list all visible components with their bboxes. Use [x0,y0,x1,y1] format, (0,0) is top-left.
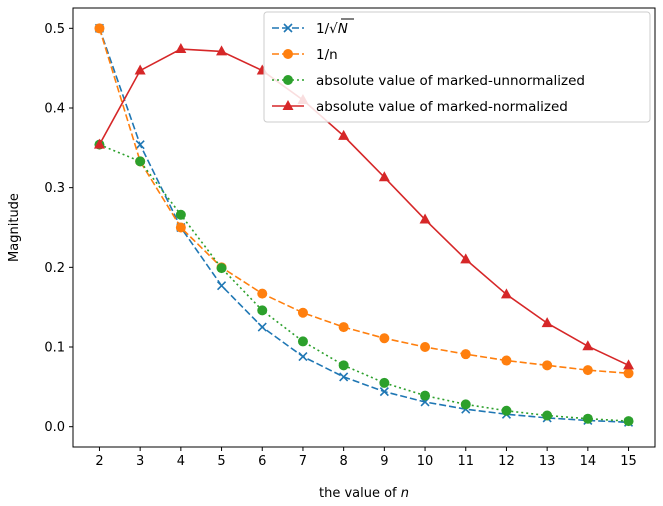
y-tick-label: 0.5 [44,22,65,37]
y-axis-ticks: 0.0 0.1 0.2 0.3 0.4 0.5 [44,22,73,435]
x-tick-label: 10 [417,454,434,469]
data-point-marker [135,156,145,166]
x-tick-label: 6 [258,454,266,469]
x-tick-label: 15 [620,454,637,469]
x-tick-label: 11 [457,454,474,469]
legend: 1/√N 1/n absolute value of marked-unnormal… [264,12,650,122]
data-point-marker [283,75,293,85]
data-point-marker [461,349,471,359]
data-point-marker [258,323,266,331]
data-point-marker [501,356,511,366]
data-point-marker [583,414,593,424]
series-3 [94,140,633,426]
legend-entry: absolute value of marked-normalized [272,99,568,115]
x-tick-label: 4 [177,454,185,469]
x-tick-label: 14 [580,454,597,469]
x-tick-label: 2 [95,454,103,469]
y-axis-label: Magnitude [7,193,22,262]
data-point-marker [176,210,186,220]
data-point-marker [501,406,511,416]
data-point-marker [299,353,307,361]
data-point-marker [542,411,552,421]
x-tick-label: 12 [498,454,515,469]
data-point-marker [379,378,389,388]
x-tick-label: 5 [217,454,225,469]
data-point-marker [461,399,471,409]
x-tick-label: 9 [380,454,388,469]
data-point-marker [582,340,593,350]
data-point-marker [338,130,349,140]
data-point-marker [339,360,349,370]
y-tick-label: 0.3 [44,181,65,196]
x-axis-label: the value of n [319,486,409,501]
x-tick-label: 13 [539,454,556,469]
data-point-marker [542,360,552,370]
data-point-marker [542,317,553,327]
data-point-marker [501,288,512,298]
y-tick-label: 0.0 [44,420,65,435]
data-point-marker [176,223,186,233]
data-point-marker [420,342,430,352]
data-point-marker [624,368,634,378]
data-point-marker [136,141,144,149]
data-point-marker [298,308,308,318]
data-point-marker [257,289,267,299]
data-point-marker [583,365,593,375]
legend-label: absolute value of marked-normalized [316,99,568,115]
data-point-marker [135,65,146,75]
x-tick-label: 7 [299,454,307,469]
legend-label: 1/n [316,47,338,63]
data-point-marker [339,322,349,332]
data-point-marker [94,23,104,33]
data-point-marker [624,416,634,426]
data-point-marker [298,336,308,346]
y-tick-label: 0.2 [44,261,65,276]
data-point-marker [283,49,293,59]
series-line [99,145,628,421]
x-axis-ticks: 2 3 4 5 6 7 8 9 10 11 12 13 14 15 [95,447,637,469]
y-tick-label: 0.4 [44,101,65,116]
y-tick-label: 0.1 [44,341,65,356]
x-tick-label: 3 [136,454,144,469]
data-point-marker [257,305,267,315]
data-point-marker [218,282,226,290]
data-point-marker [379,333,389,343]
data-point-marker [175,43,186,53]
legend-entry: absolute value of marked-unnormalized [272,73,585,89]
data-point-marker [217,263,227,273]
x-tick-label: 8 [340,454,348,469]
data-point-marker [420,391,430,401]
legend-label: absolute value of marked-unnormalized [316,73,585,89]
legend-label: 1/√N [316,21,348,37]
data-point-marker [340,373,348,381]
